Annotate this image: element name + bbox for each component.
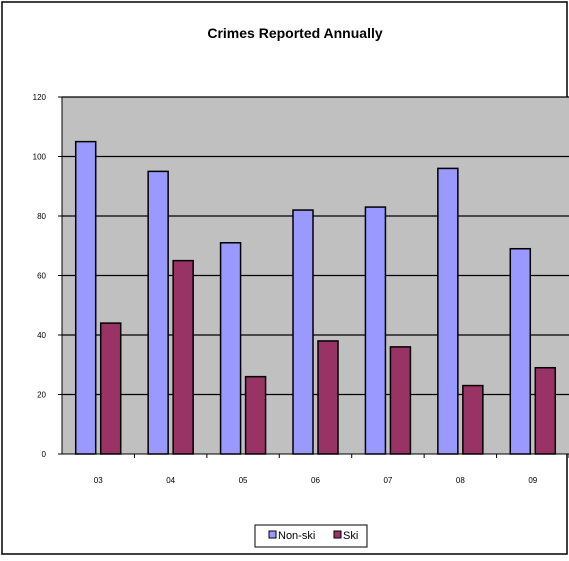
x-tick-label: 09: [528, 476, 537, 485]
legend-swatch-non-ski: [268, 530, 277, 539]
x-tick-label: 08: [456, 476, 465, 485]
axes: [58, 96, 569, 458]
x-tick-labels: 03 04 05 06 07 08 09: [94, 476, 538, 485]
bar-non-ski-06: [292, 209, 314, 455]
y-tick-label: 0: [42, 450, 47, 459]
bar-ski-04: [172, 259, 194, 455]
y-tick-label: 120: [33, 93, 47, 102]
y-tick-label: 20: [37, 391, 46, 400]
legend-label-ski: Ski: [343, 530, 358, 542]
y-tick-labels: 0 20 40 60 80 100 120: [33, 93, 47, 459]
bar-non-ski-04: [147, 170, 169, 455]
bar-ski-05: [244, 375, 267, 455]
y-tick-label: 100: [33, 153, 47, 162]
legend-label-non-ski: Non-ski: [278, 530, 315, 542]
x-tick-label: 05: [239, 476, 248, 485]
bar-ski-07: [389, 346, 412, 455]
bar-ski-06: [317, 340, 339, 455]
bar-non-ski-07: [364, 206, 387, 455]
legend: Non-ski Ski: [254, 524, 368, 548]
bar-non-ski-03: [74, 140, 97, 455]
bar-ski-03: [99, 322, 122, 455]
gridlines: [62, 96, 569, 396]
bar-non-ski-09: [509, 247, 532, 455]
bar-ski-09: [534, 366, 557, 455]
bar-non-ski-08: [437, 167, 459, 455]
bars: [74, 140, 557, 455]
chart-title: Crimes Reported Annually: [207, 25, 383, 41]
legend-swatch-ski: [333, 530, 342, 539]
x-tick-label: 06: [311, 476, 320, 485]
x-tick-label: 04: [166, 476, 175, 485]
y-tick-label: 40: [37, 331, 46, 340]
y-tick-label: 60: [37, 272, 46, 281]
x-tick-label: 03: [94, 476, 103, 485]
y-tick-label: 80: [37, 212, 46, 221]
x-tick-label: 07: [383, 476, 392, 485]
bar-non-ski-05: [219, 242, 242, 455]
bar-ski-08: [462, 384, 484, 455]
